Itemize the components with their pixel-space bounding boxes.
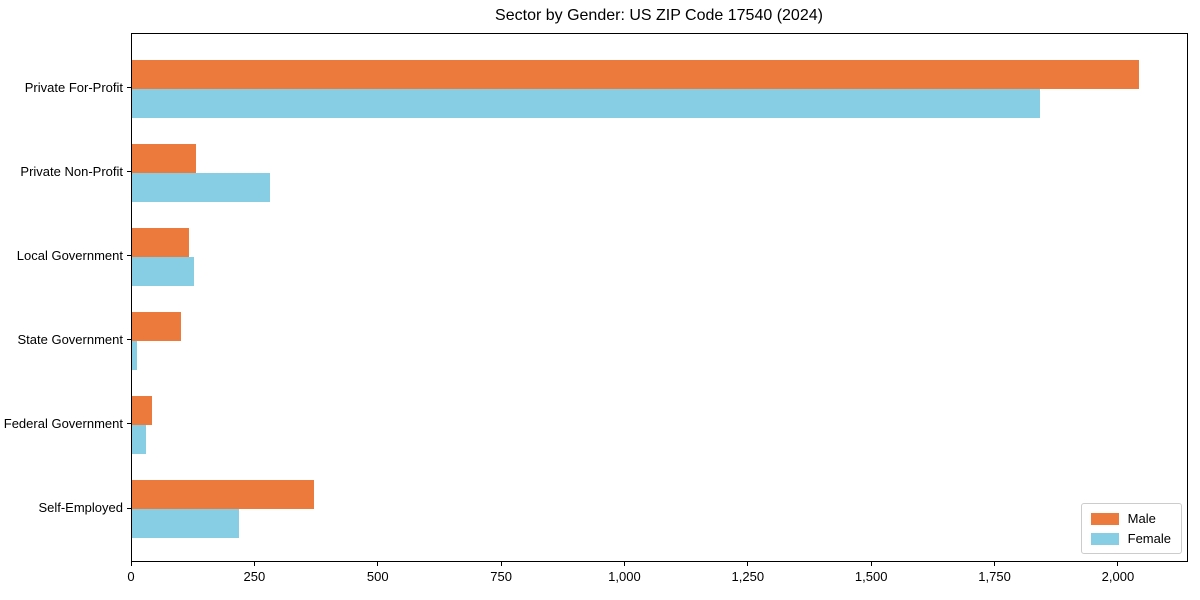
y-tick-mark — [127, 255, 131, 257]
y-axis-label-3: State Government — [17, 331, 124, 347]
legend-label-female: Female — [1127, 531, 1171, 546]
bar-female-2 — [132, 256, 194, 286]
x-tick-mark — [994, 562, 996, 566]
plot-area: Male Female — [131, 33, 1188, 562]
bar-female-0 — [132, 88, 1040, 118]
bar-male-3 — [132, 311, 182, 341]
x-tick-mark — [500, 562, 502, 566]
x-tick-mark — [870, 562, 872, 566]
legend: Male Female — [1080, 503, 1182, 554]
legend-item-male: Male — [1090, 511, 1171, 526]
bar-female-4 — [132, 424, 147, 454]
y-tick-mark — [127, 171, 131, 173]
legend-label-male: Male — [1127, 511, 1156, 526]
bar-female-1 — [132, 172, 271, 202]
bar-male-4 — [132, 395, 152, 425]
x-tick-mark — [377, 562, 379, 566]
x-tick-label-8: 2,000 — [1101, 569, 1135, 584]
chart-title: Sector by Gender: US ZIP Code 17540 (202… — [495, 7, 823, 24]
y-tick-mark — [127, 339, 131, 341]
y-tick-mark — [127, 87, 131, 88]
x-tick-label-0: 0 — [127, 569, 135, 584]
y-axis-label-2: Local Government — [16, 247, 123, 263]
y-axis-label-1: Private Non-Profit — [20, 163, 123, 179]
y-axis-label-4: Federal Government — [3, 415, 123, 431]
bar-female-5 — [132, 509, 239, 538]
x-tick-mark — [130, 562, 132, 566]
bar-male-5 — [132, 480, 314, 509]
x-tick-mark — [253, 562, 255, 566]
legend-item-female: Female — [1090, 531, 1171, 546]
bar-female-3 — [132, 340, 138, 370]
y-axis-label-5: Self-Employed — [38, 500, 123, 515]
male-color-swatch — [1090, 512, 1119, 525]
bar-male-2 — [132, 227, 190, 257]
x-tick-label-5: 1,250 — [731, 569, 765, 584]
x-tick-label-1: 250 — [243, 569, 266, 584]
x-tick-mark — [1117, 562, 1119, 566]
x-tick-label-6: 1,500 — [854, 569, 888, 584]
x-tick-label-4: 1,000 — [608, 569, 641, 584]
x-tick-label-7: 1,750 — [978, 569, 1011, 584]
y-tick-mark — [127, 507, 131, 509]
female-color-swatch — [1090, 532, 1119, 545]
x-tick-label-3: 750 — [490, 569, 512, 584]
bar-male-0 — [132, 59, 1139, 89]
bar-male-1 — [132, 143, 197, 173]
x-tick-mark — [747, 562, 749, 566]
x-tick-label-2: 500 — [366, 569, 389, 584]
y-tick-mark — [127, 423, 131, 425]
y-axis-label-0: Private For-Profit — [24, 79, 123, 95]
x-tick-mark — [623, 562, 625, 566]
